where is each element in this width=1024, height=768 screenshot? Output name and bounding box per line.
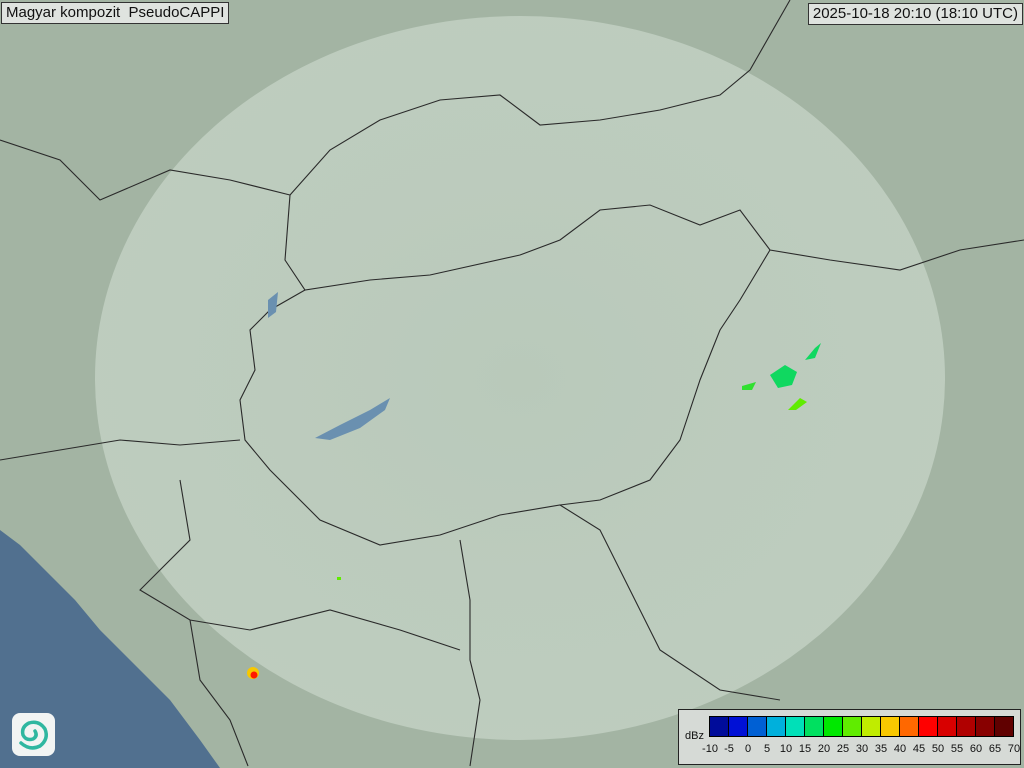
legend-tick-label: 40 — [893, 743, 907, 755]
radar-coverage-area — [95, 16, 945, 740]
echo-east-west — [742, 382, 756, 390]
product-title: Magyar kompozit PseudoCAPPI — [1, 2, 230, 24]
timestamp: 2025-10-18 20:10 (18:10 UTC) — [807, 3, 1023, 25]
legend-swatch — [786, 717, 805, 736]
legend-tick-label: 15 — [798, 743, 812, 755]
legend-tick-label: 10 — [779, 743, 793, 755]
legend-swatch — [767, 717, 786, 736]
legend-color-bar — [709, 716, 1014, 737]
legend-tick-label: 70 — [1007, 743, 1021, 755]
legend-tick-label: 25 — [836, 743, 850, 755]
echo-small — [337, 577, 341, 580]
legend-tick-label: -5 — [724, 743, 734, 755]
legend-tick-label: 30 — [855, 743, 869, 755]
legend-ticks: -10 -5 0 5 10 15 20 25 30 35 40 45 50 55 60 65 70 — [702, 743, 1020, 759]
legend-swatch — [938, 717, 957, 736]
legend-swatch — [710, 717, 729, 736]
legend-tick-label: 20 — [817, 743, 831, 755]
legend-swatch — [957, 717, 976, 736]
radar-echoes — [247, 343, 821, 679]
legend-swatch — [881, 717, 900, 736]
legend-swatch — [748, 717, 767, 736]
legend-swatch — [805, 717, 824, 736]
legend-swatch — [862, 717, 881, 736]
legend-swatch — [900, 717, 919, 736]
echo-southwest-core — [250, 671, 258, 679]
adriatic-sea — [0, 530, 220, 768]
swirl-logo-icon — [12, 713, 55, 756]
legend-unit: dBz — [685, 730, 704, 742]
dbz-legend: dBz -10 -5 0 5 10 15 20 25 30 35 40 45 50 55 60 65 70 — [678, 709, 1021, 765]
legend-tick-label: 50 — [931, 743, 945, 755]
echo-east-north — [805, 343, 821, 360]
legend-swatch — [976, 717, 995, 736]
legend-swatch — [843, 717, 862, 736]
legend-tick-label: 60 — [969, 743, 983, 755]
legend-swatch — [729, 717, 748, 736]
legend-tick-label: 0 — [744, 743, 752, 755]
legend-tick-label: -10 — [702, 743, 718, 755]
legend-swatch — [995, 717, 1013, 736]
legend-swatch — [824, 717, 843, 736]
legend-tick-label: 5 — [763, 743, 771, 755]
legend-tick-label: 55 — [950, 743, 964, 755]
legend-tick-label: 35 — [874, 743, 888, 755]
legend-swatch — [919, 717, 938, 736]
legend-tick-label: 65 — [988, 743, 1002, 755]
echo-east-main — [770, 365, 797, 388]
legend-tick-label: 45 — [912, 743, 926, 755]
lakes — [268, 292, 390, 440]
echo-east-south — [788, 398, 807, 410]
